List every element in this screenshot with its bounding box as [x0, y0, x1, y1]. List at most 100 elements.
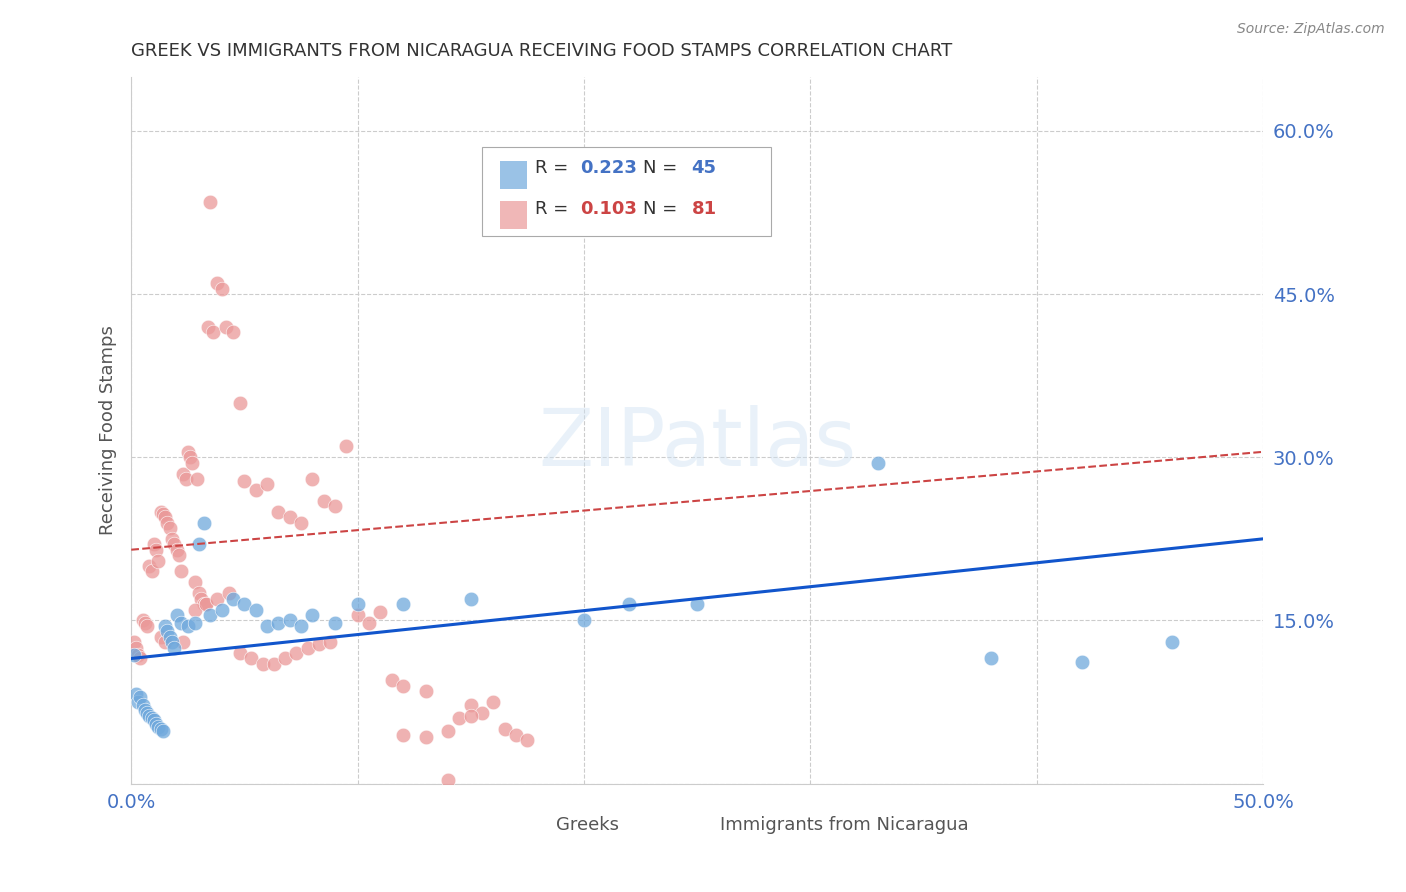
- Text: 45: 45: [692, 159, 717, 178]
- Point: [312, 493, 335, 508]
- Point: [346, 607, 368, 622]
- Point: [460, 709, 482, 723]
- Point: [149, 505, 172, 519]
- Point: [190, 591, 212, 606]
- Point: [194, 597, 217, 611]
- Point: [142, 537, 165, 551]
- Point: [125, 640, 148, 655]
- Point: [125, 687, 148, 701]
- Point: [494, 722, 516, 736]
- Point: [188, 586, 211, 600]
- Point: [122, 648, 145, 663]
- Point: [152, 724, 174, 739]
- FancyBboxPatch shape: [482, 147, 770, 235]
- Point: [122, 635, 145, 649]
- Point: [156, 516, 179, 530]
- Point: [177, 619, 200, 633]
- Point: [449, 711, 471, 725]
- Point: [218, 586, 240, 600]
- Point: [200, 607, 222, 622]
- Point: [167, 548, 190, 562]
- Point: [148, 553, 170, 567]
- Point: [229, 396, 252, 410]
- Point: [181, 456, 204, 470]
- Point: [267, 615, 290, 630]
- Point: [160, 635, 183, 649]
- Point: [141, 711, 163, 725]
- Point: [245, 483, 267, 497]
- Point: [186, 472, 208, 486]
- Point: [229, 646, 252, 660]
- Point: [319, 635, 342, 649]
- Point: [207, 277, 229, 291]
- Point: [290, 619, 312, 633]
- Point: [141, 565, 163, 579]
- Point: [179, 450, 201, 465]
- Point: [201, 325, 224, 339]
- Point: [437, 724, 460, 739]
- Point: [1161, 635, 1184, 649]
- Point: [233, 597, 256, 611]
- Point: [301, 607, 323, 622]
- Text: Greeks: Greeks: [555, 815, 619, 833]
- Point: [188, 537, 211, 551]
- Point: [170, 615, 193, 630]
- Text: ZIPatlas: ZIPatlas: [538, 405, 856, 483]
- Point: [290, 516, 312, 530]
- Point: [868, 456, 890, 470]
- Point: [159, 521, 181, 535]
- Point: [619, 597, 641, 611]
- Point: [256, 619, 278, 633]
- Point: [170, 565, 193, 579]
- Point: [346, 597, 368, 611]
- Point: [160, 532, 183, 546]
- Point: [153, 619, 176, 633]
- Point: [323, 500, 346, 514]
- Point: [368, 605, 391, 619]
- Point: [200, 194, 222, 209]
- Point: [174, 472, 197, 486]
- Point: [256, 477, 278, 491]
- FancyBboxPatch shape: [501, 161, 527, 188]
- Point: [392, 728, 415, 742]
- Point: [131, 698, 153, 713]
- FancyBboxPatch shape: [520, 811, 548, 839]
- Point: [129, 690, 152, 704]
- Text: N =: N =: [643, 200, 683, 218]
- Point: [392, 679, 415, 693]
- Point: [183, 575, 205, 590]
- Point: [177, 445, 200, 459]
- Point: [252, 657, 274, 671]
- Point: [172, 467, 194, 481]
- Point: [335, 439, 357, 453]
- Point: [134, 703, 156, 717]
- Point: [138, 709, 160, 723]
- Point: [152, 507, 174, 521]
- Point: [460, 698, 482, 713]
- Text: GREEK VS IMMIGRANTS FROM NICARAGUA RECEIVING FOOD STAMPS CORRELATION CHART: GREEK VS IMMIGRANTS FROM NICARAGUA RECEI…: [131, 42, 952, 60]
- Point: [215, 319, 238, 334]
- Point: [183, 615, 205, 630]
- Text: R =: R =: [536, 159, 574, 178]
- Text: R =: R =: [536, 200, 574, 218]
- Point: [308, 637, 330, 651]
- Point: [159, 630, 181, 644]
- Point: [207, 591, 229, 606]
- Point: [163, 640, 186, 655]
- Point: [127, 648, 149, 663]
- Point: [437, 773, 460, 788]
- Point: [166, 607, 188, 622]
- Point: [240, 651, 263, 665]
- Point: [415, 730, 437, 744]
- Point: [127, 695, 149, 709]
- Point: [572, 614, 595, 628]
- Point: [129, 651, 152, 665]
- Point: [194, 597, 217, 611]
- Point: [131, 614, 153, 628]
- Point: [415, 684, 437, 698]
- Point: [245, 602, 267, 616]
- Point: [163, 537, 186, 551]
- Point: [482, 695, 505, 709]
- Text: Immigrants from Nicaragua: Immigrants from Nicaragua: [720, 815, 969, 833]
- Point: [145, 716, 167, 731]
